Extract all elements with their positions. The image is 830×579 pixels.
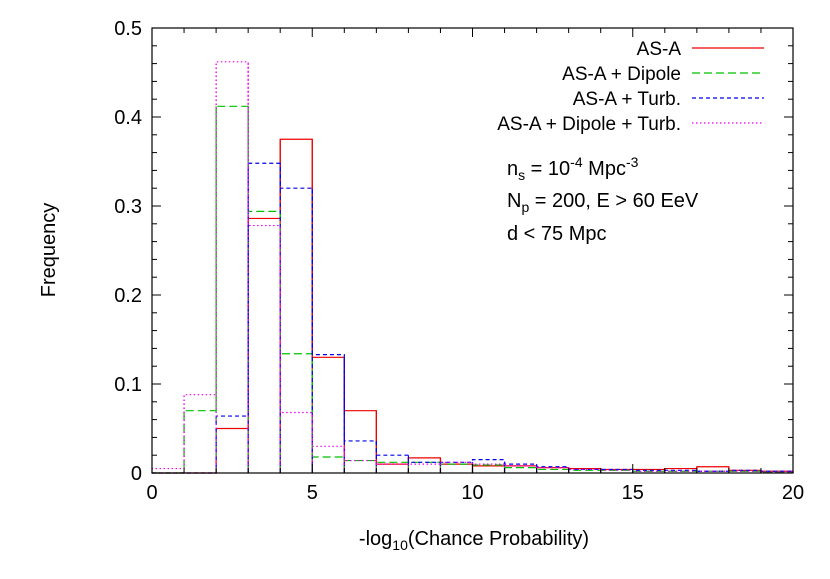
x-axis-label-suffix: (Chance Probability)	[408, 528, 589, 550]
ns-exp: -4	[570, 154, 583, 170]
legend-label: AS-A + Dipole	[562, 64, 681, 85]
y-tick-label: 0	[131, 463, 142, 485]
y-tick-label: 0.2	[114, 285, 142, 307]
legend-entry-4: AS-A + Dipole + Turb.	[497, 114, 764, 135]
annotation-distance: d < 75 Mpc	[507, 223, 607, 245]
legend-label: AS-A + Dipole + Turb.	[497, 114, 681, 135]
ns-unit: Mpc	[583, 158, 626, 180]
legend-entry-3: AS-A + Turb.	[573, 89, 764, 110]
legend-label: AS-A + Turb.	[573, 89, 681, 110]
annotation-event-count: Np = 200, E > 60 EeV	[507, 190, 699, 215]
x-axis-label-prefix: -log	[359, 528, 392, 550]
x-axis-label-subscript: 10	[392, 537, 408, 553]
legend-label: AS-A	[637, 39, 682, 60]
tick-labels: 0 5 10 15 20 0 0.1 0.2 0.3 0.4 0.5	[114, 18, 804, 504]
axis-ticks	[151, 27, 794, 474]
annotation-source-density: ns = 10-4 Mpc-3	[507, 154, 639, 183]
x-tick-label: 5	[307, 482, 318, 504]
y-tick-label: 0.1	[114, 374, 142, 396]
ns-eq: = 10	[525, 158, 570, 180]
x-tick-label: 15	[622, 482, 644, 504]
x-tick-label: 20	[782, 482, 804, 504]
legend-entry-2: AS-A + Dipole	[562, 64, 764, 85]
parameter-annotation: ns = 10-4 Mpc-3 Np = 200, E > 60 EeV d <…	[507, 154, 699, 245]
y-tick-label: 0.5	[114, 18, 142, 40]
legend: AS-A AS-A + Dipole AS-A + Turb. AS-A + Dipo…	[497, 39, 764, 135]
legend-entry-1: AS-A	[637, 39, 764, 60]
np-sub: p	[521, 199, 529, 215]
x-axis-label: -log10(Chance Probability)	[359, 528, 589, 553]
x-tick-label: 10	[461, 482, 483, 504]
y-tick-label: 0.3	[114, 196, 142, 218]
y-axis-label: Frequency	[38, 203, 60, 298]
np-rest: = 200, E > 60 EeV	[529, 190, 699, 212]
series-2-outline	[152, 105, 794, 474]
y-tick-label: 0.4	[114, 107, 142, 129]
ns-unit-exp: -3	[626, 154, 639, 170]
series-3-outline	[152, 162, 794, 474]
np-base: N	[507, 190, 521, 212]
ns-base: n	[507, 158, 518, 180]
x-tick-label: 0	[146, 482, 157, 504]
ns-sub: s	[518, 167, 525, 183]
